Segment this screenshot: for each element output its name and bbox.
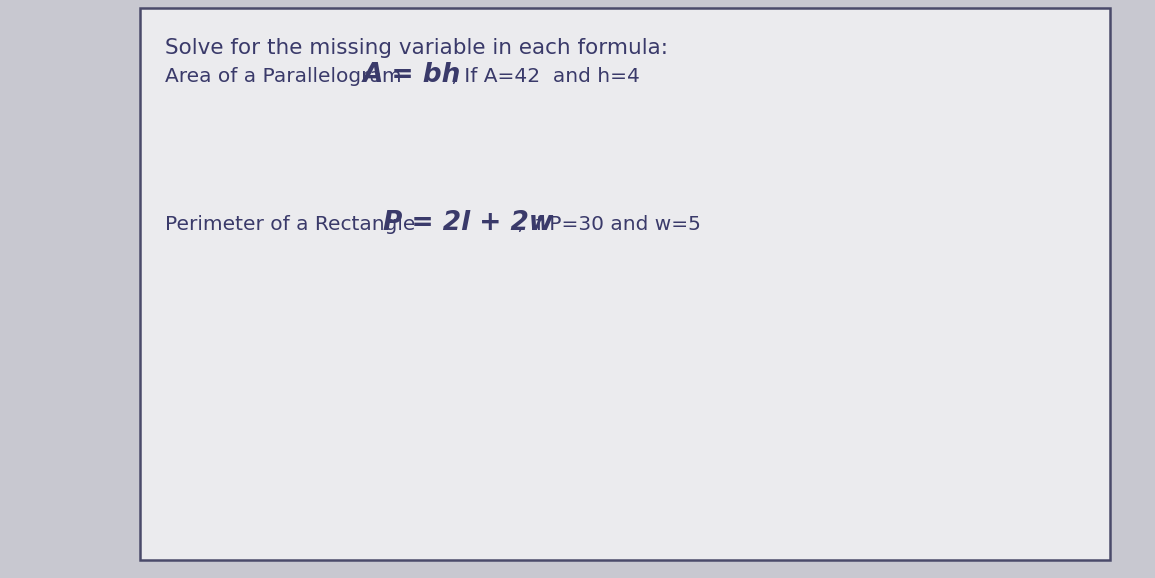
Text: Perimeter of a Rectangle: Perimeter of a Rectangle bbox=[165, 215, 429, 234]
FancyBboxPatch shape bbox=[140, 8, 1110, 560]
Text: P = 2l + 2w: P = 2l + 2w bbox=[383, 210, 553, 236]
Text: , if P=30 and w=5: , if P=30 and w=5 bbox=[511, 215, 701, 234]
Text: A = bh: A = bh bbox=[363, 62, 461, 88]
Text: Area of a Parallelogram: Area of a Parallelogram bbox=[165, 67, 415, 86]
Text: , If A=42  and h=4: , If A=42 and h=4 bbox=[445, 67, 640, 86]
Text: Solve for the missing variable in each formula:: Solve for the missing variable in each f… bbox=[165, 38, 668, 58]
